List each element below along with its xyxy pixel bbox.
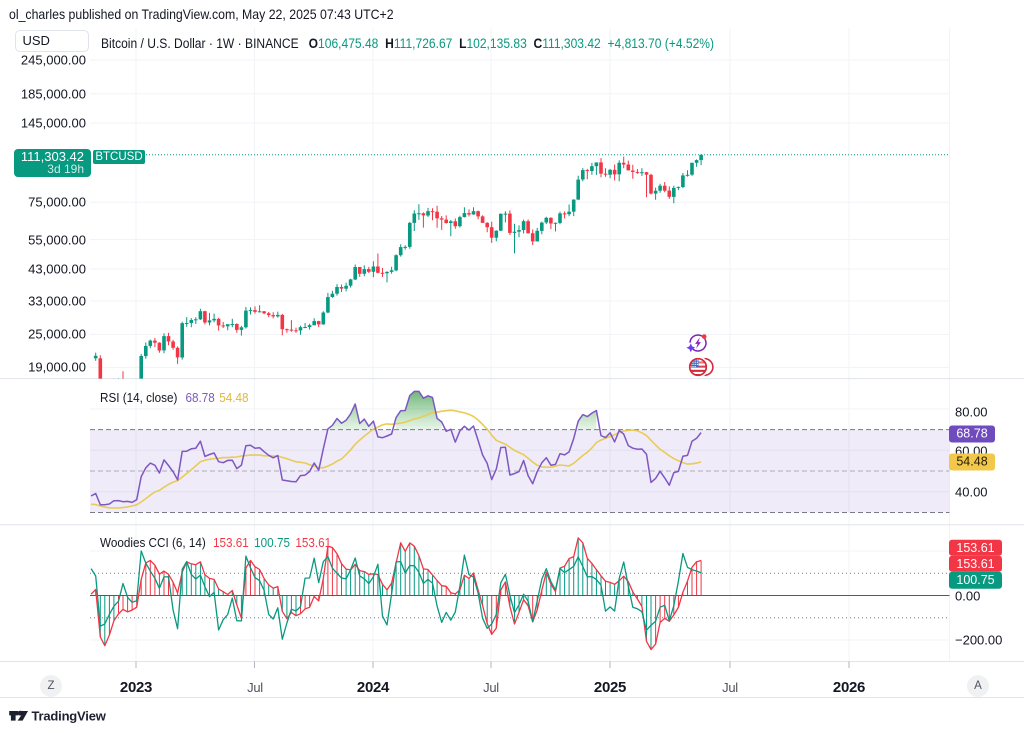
svg-text:TradingView: TradingView: [32, 709, 107, 724]
